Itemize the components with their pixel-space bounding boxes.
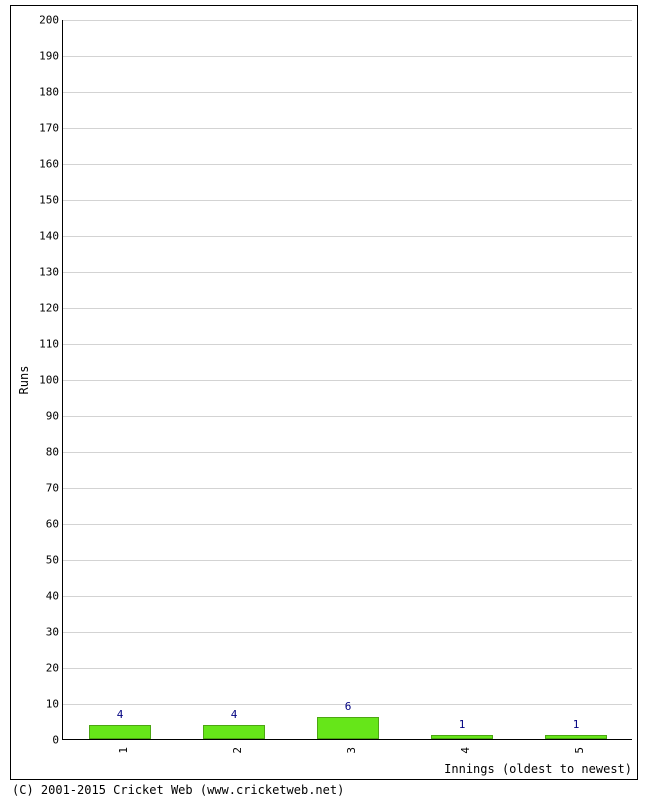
plot-area: 0102030405060708090100110120130140150160… xyxy=(62,20,632,740)
gridline xyxy=(63,236,632,237)
gridline xyxy=(63,344,632,345)
y-tick-label: 10 xyxy=(46,698,63,711)
gridline xyxy=(63,20,632,21)
footer-copyright: (C) 2001-2015 Cricket Web (www.cricketwe… xyxy=(12,783,344,797)
y-tick-label: 60 xyxy=(46,518,63,531)
x-tick-label: 5 xyxy=(573,747,586,754)
x-axis-label: Innings (oldest to newest) xyxy=(444,762,632,776)
y-tick-label: 100 xyxy=(39,374,63,387)
y-tick-label: 140 xyxy=(39,230,63,243)
y-tick-label: 50 xyxy=(46,554,63,567)
y-tick-label: 130 xyxy=(39,266,63,279)
gridline xyxy=(63,632,632,633)
y-tick-label: 180 xyxy=(39,86,63,99)
y-tick-label: 0 xyxy=(52,734,63,747)
bar xyxy=(203,725,266,739)
bar-value-label: 6 xyxy=(345,700,352,713)
bar-value-label: 1 xyxy=(573,718,580,731)
gridline xyxy=(63,668,632,669)
bar xyxy=(89,725,152,739)
bar-value-label: 1 xyxy=(459,718,466,731)
y-tick-label: 40 xyxy=(46,590,63,603)
gridline xyxy=(63,272,632,273)
x-tick-label: 4 xyxy=(459,747,472,754)
gridline xyxy=(63,164,632,165)
y-tick-label: 120 xyxy=(39,302,63,315)
gridline xyxy=(63,56,632,57)
gridline xyxy=(63,308,632,309)
y-tick-label: 80 xyxy=(46,446,63,459)
gridline xyxy=(63,488,632,489)
gridline xyxy=(63,452,632,453)
gridline xyxy=(63,128,632,129)
bar-value-label: 4 xyxy=(231,708,238,721)
y-tick-label: 150 xyxy=(39,194,63,207)
gridline xyxy=(63,524,632,525)
gridline xyxy=(63,596,632,597)
gridline xyxy=(63,200,632,201)
gridline xyxy=(63,380,632,381)
y-tick-label: 70 xyxy=(46,482,63,495)
y-tick-label: 90 xyxy=(46,410,63,423)
y-tick-label: 110 xyxy=(39,338,63,351)
bar xyxy=(545,735,608,739)
y-tick-label: 170 xyxy=(39,122,63,135)
bar xyxy=(317,717,380,739)
bar-value-label: 4 xyxy=(117,708,124,721)
y-tick-label: 30 xyxy=(46,626,63,639)
x-tick-label: 2 xyxy=(231,747,244,754)
y-axis-label: Runs xyxy=(17,366,31,395)
gridline xyxy=(63,92,632,93)
bar xyxy=(431,735,494,739)
x-tick-label: 3 xyxy=(345,747,358,754)
gridline xyxy=(63,416,632,417)
x-tick-label: 1 xyxy=(117,747,130,754)
y-tick-label: 20 xyxy=(46,662,63,675)
gridline xyxy=(63,560,632,561)
y-tick-label: 160 xyxy=(39,158,63,171)
y-tick-label: 190 xyxy=(39,50,63,63)
y-tick-label: 200 xyxy=(39,14,63,27)
